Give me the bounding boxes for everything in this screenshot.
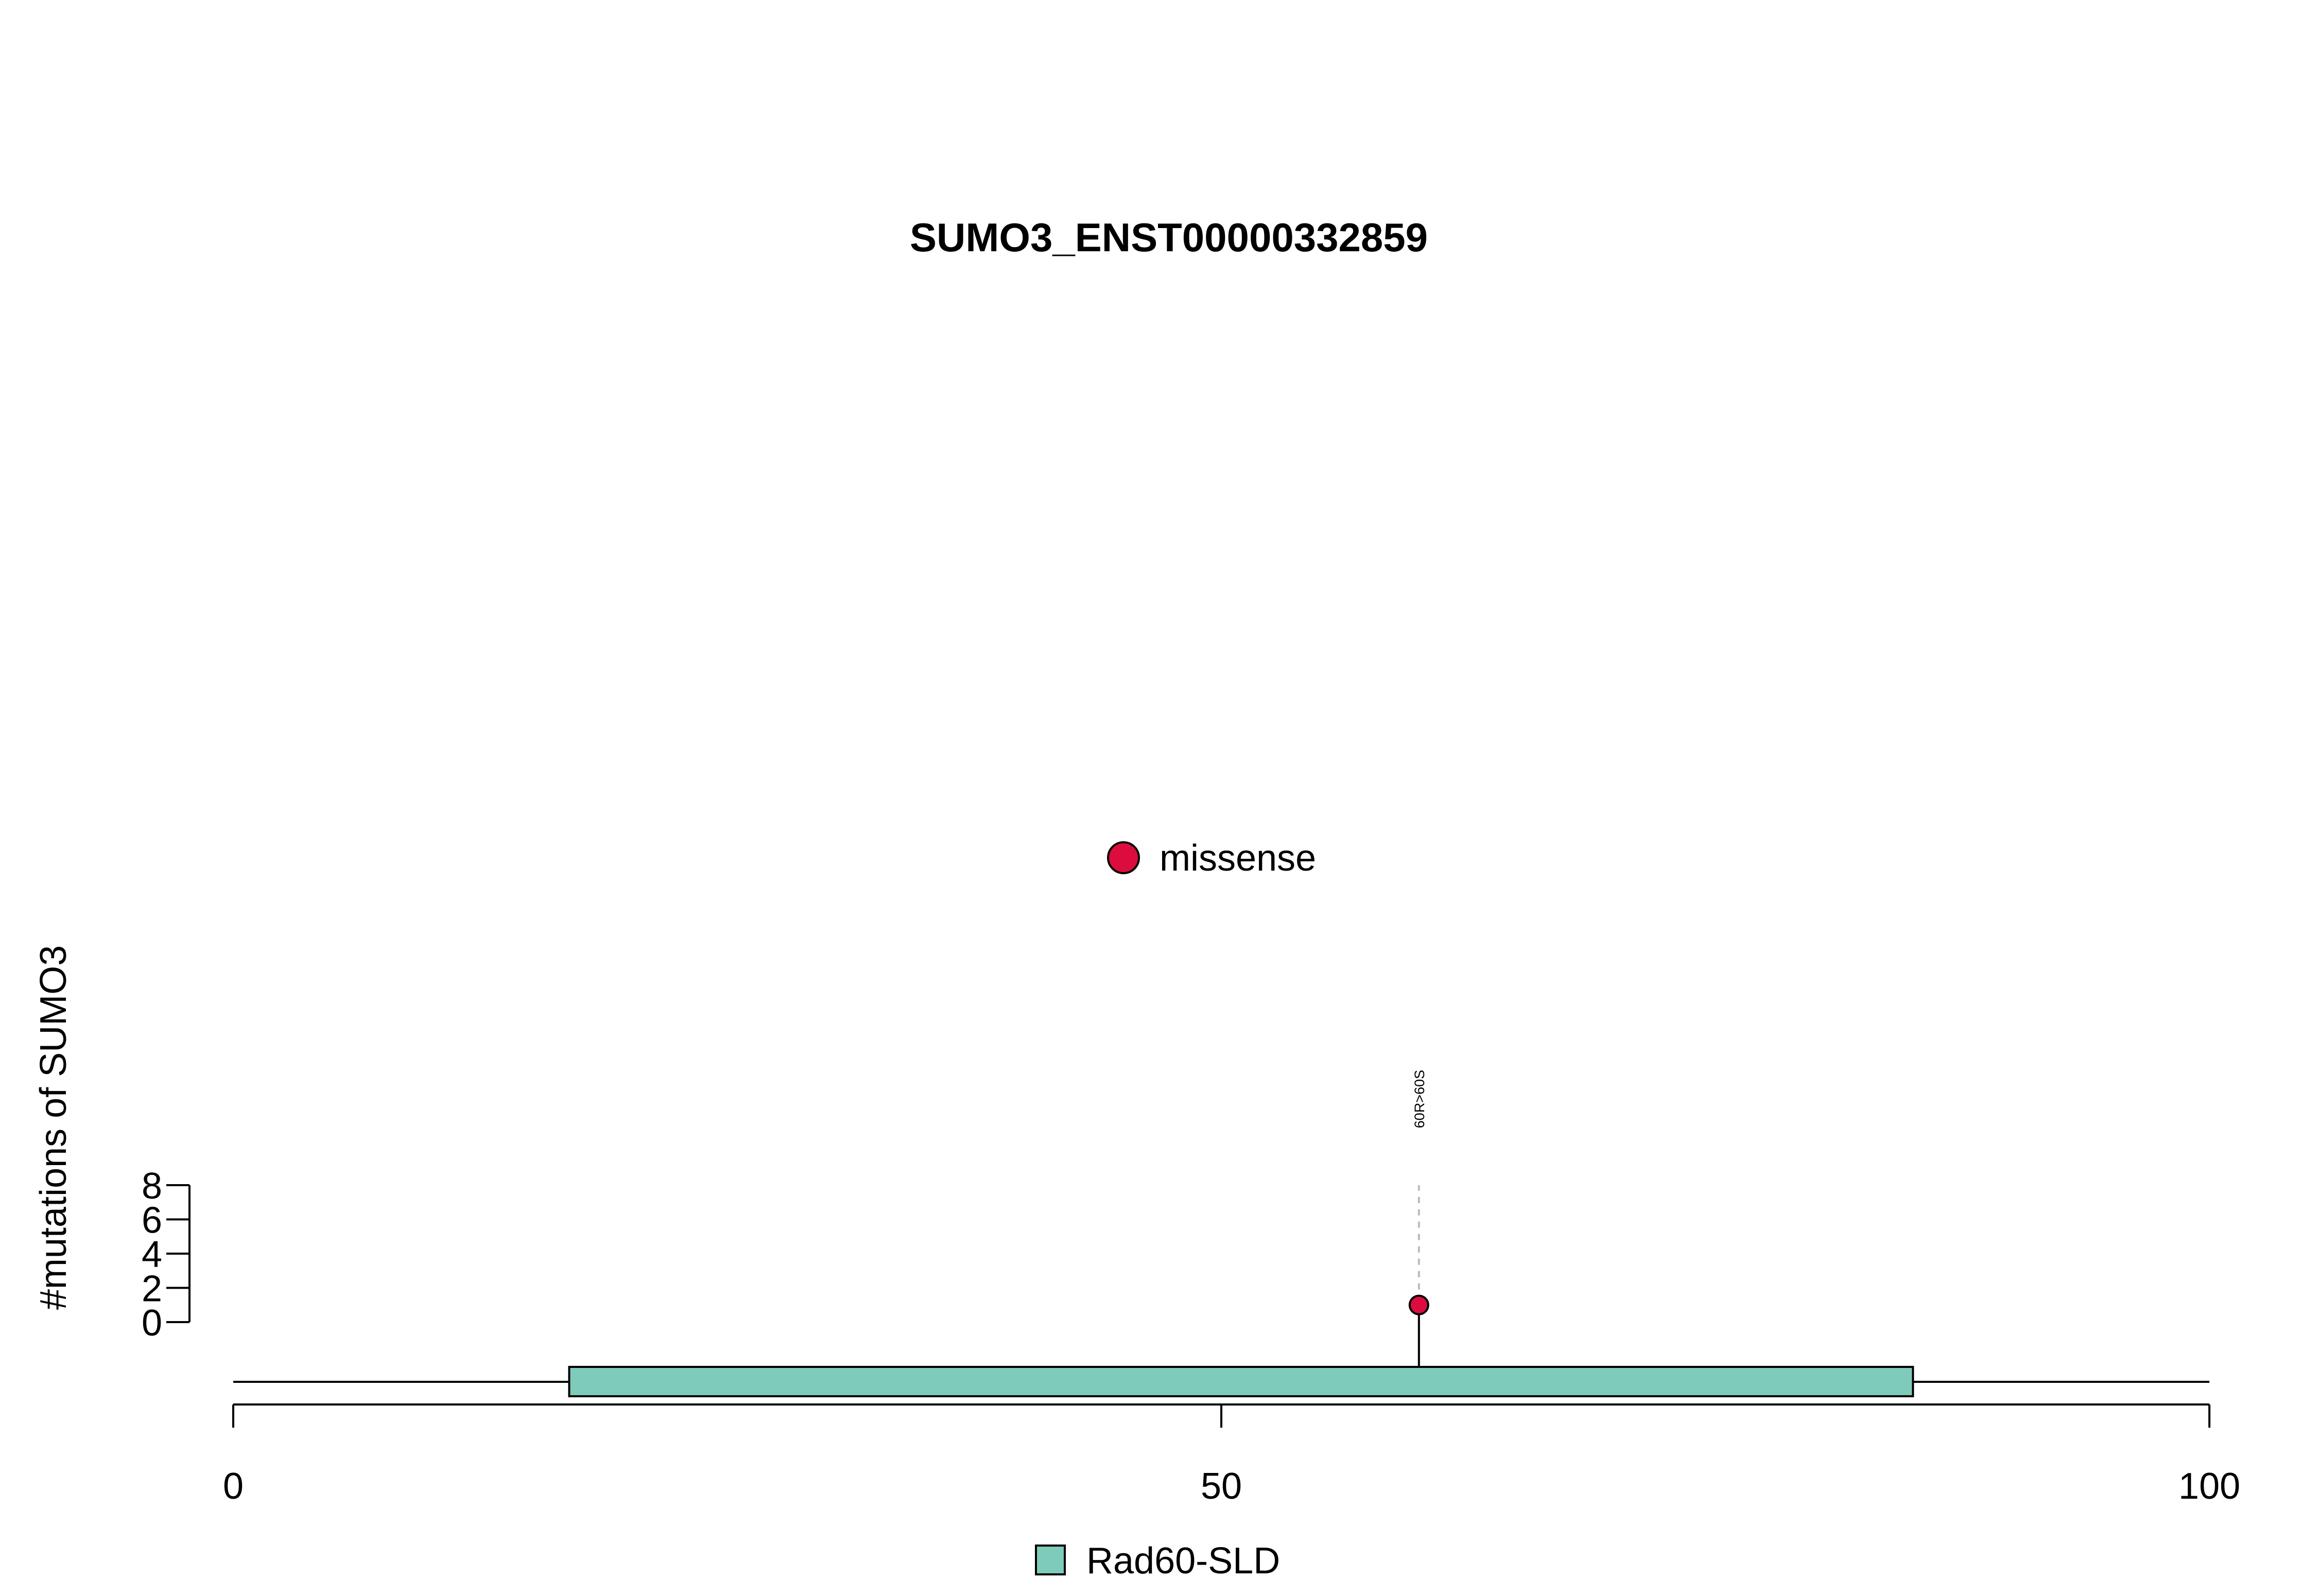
legend-swatch-missense — [1107, 841, 1140, 874]
y-tick-label-2: 2 — [142, 1269, 162, 1310]
x-tick-label-0: 0 — [223, 1466, 244, 1507]
mutation-lollipops: 60R>60S — [1408, 1070, 1429, 1382]
domain-legend: Rad60-SLD — [1035, 1540, 1280, 1582]
y-axis-label: #mutations of SUMO3 — [33, 945, 74, 1310]
legend-label-missense: missense — [1160, 838, 1316, 879]
x-axis: 0 50 100 — [223, 1403, 2240, 1507]
protein-track — [233, 1366, 2209, 1397]
x-tick-label-100: 100 — [2178, 1466, 2240, 1507]
mutation-label-0: 60R>60S — [1412, 1070, 1427, 1128]
domain-legend-label-0: Rad60-SLD — [1086, 1540, 1280, 1582]
y-tick-label-0: 0 — [142, 1303, 162, 1344]
domain-legend-swatch-0 — [1035, 1545, 1066, 1575]
chart-title: SUMO3_ENST00000332859 — [910, 215, 1428, 260]
mutation-point-0 — [1408, 1294, 1429, 1315]
mutation-type-legend: missense — [1107, 838, 1316, 879]
x-tick-label-50: 50 — [1201, 1466, 1242, 1507]
y-tick-label-6: 6 — [142, 1200, 162, 1241]
y-tick-label-8: 8 — [142, 1166, 162, 1207]
domain-0 — [568, 1366, 1914, 1397]
y-tick-label-4: 4 — [142, 1234, 162, 1275]
